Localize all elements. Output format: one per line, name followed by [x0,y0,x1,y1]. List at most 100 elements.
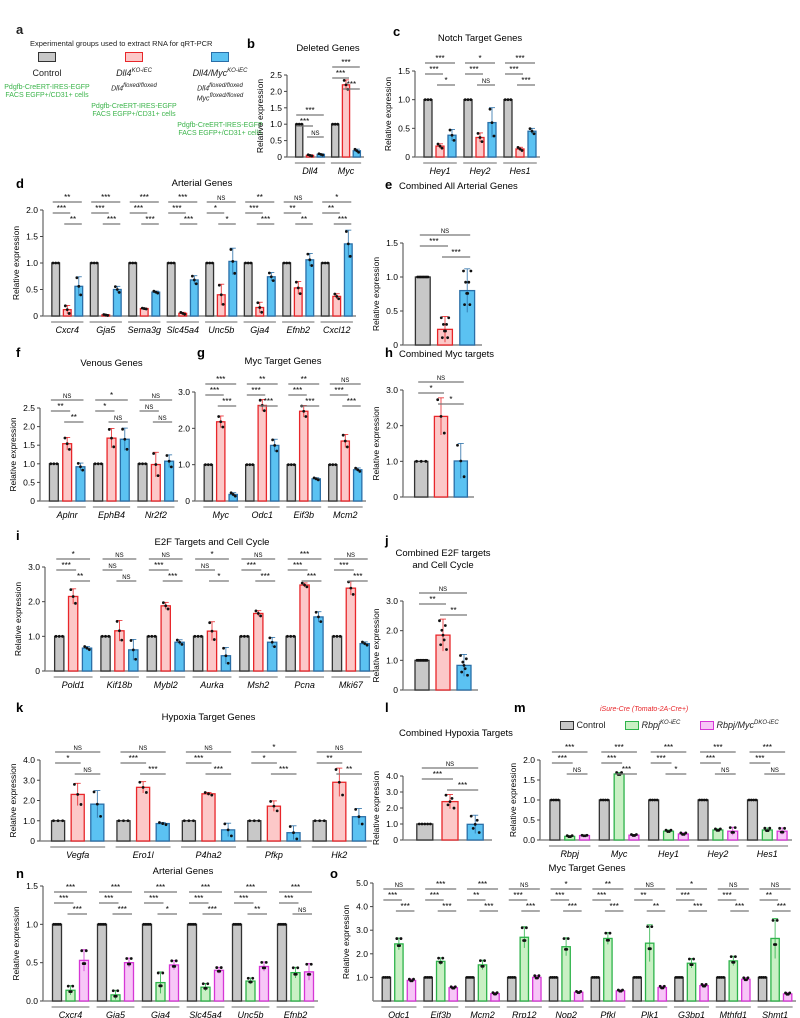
bar [93,463,104,502]
category-label: Cxcl12 [323,325,351,335]
data-point [206,982,210,986]
significance-label: *** [435,54,444,63]
data-point [533,974,537,978]
significance-label: NS [294,196,302,202]
data-point [84,949,88,953]
data-point [182,819,186,823]
bar [757,976,768,1002]
bar [341,84,351,158]
data-point [446,336,450,340]
data-point [273,645,276,648]
data-point [532,132,536,136]
significance-label: *** [388,891,397,900]
group-title: Dll4/MycKO-iEC [170,66,270,79]
bar [151,291,161,317]
data-point [270,640,274,644]
y-axis-label: Relative expression [371,608,381,682]
category-label: Myc [611,849,628,859]
data-point [495,991,499,995]
data-point [704,982,708,986]
data-point [269,275,273,279]
data-point [57,634,61,638]
data-point [289,634,293,638]
significance-label: *** [347,397,356,406]
significance-label: *** [156,883,165,892]
panel-letter: j [384,533,389,548]
category-label: Rrp12 [512,1010,537,1018]
bar [298,410,309,502]
bar [257,404,268,502]
data-point [204,986,208,990]
data-point [294,972,298,976]
data-point [189,922,193,926]
significance-label: NS [115,553,123,559]
significance-label: * [272,743,275,752]
significance-label: *** [713,743,722,752]
data-point [333,122,337,126]
bar-group-Hey2: **** NS Hey2 [463,54,497,176]
data-point [601,798,605,802]
y-tick-label: 1.0 [386,819,398,829]
data-point [439,643,443,647]
data-point [469,269,473,273]
data-point [161,971,165,975]
data-point [469,98,473,102]
category-label: Rbpj [560,849,580,859]
data-point [632,976,636,979]
data-point [599,798,603,802]
category-label: Slc45a4 [189,1010,222,1018]
data-point [232,922,236,926]
data-point [676,976,680,979]
data-point [79,465,82,469]
significance-label: *** [341,58,350,67]
chart-title: Combined All Arterial Genes [399,181,518,192]
category-label: Aplnr [56,510,79,520]
data-point [269,800,273,803]
data-point [471,976,475,979]
significance-label: NS [74,746,82,752]
data-point [306,252,310,256]
data-point [199,634,203,638]
data-point [144,462,148,466]
significance-label: NS [83,768,91,774]
bar-group-Hey2: *** *** NS Hey2 [697,743,739,859]
data-point [222,646,225,650]
data-point [275,449,279,453]
category-label: Cxcr4 [55,325,79,335]
data-point [73,783,76,786]
significance-label: *** [194,754,203,763]
data-point [156,971,160,975]
bar [712,829,724,841]
category-label: Unc5b [208,325,234,335]
y-tick-label: 1.5 [386,238,398,248]
y-tick-label: 3.0 [356,925,368,935]
data-point [219,966,223,969]
data-point [468,303,472,306]
data-point [224,654,228,658]
significance-label: *** [693,902,702,911]
significance-label: *** [214,765,223,774]
bar-group-Rrp12: NS *** *** Rrp12 [506,883,542,1018]
data-point [92,261,96,265]
bar-group-Odc1: ********Odc1 [244,375,280,520]
chart-o: o Myc Target Genes 1.0 2.0 3.0 4.0 5.0 Relative… [330,863,796,1018]
data-point [170,959,174,963]
bar [186,923,198,1002]
significance-label: *** [104,894,113,903]
data-point [52,922,56,926]
data-point [229,834,233,838]
data-point [321,261,324,265]
significance-label: *** [353,572,362,581]
y-tick-label: 0 [185,496,190,506]
data-point [254,609,258,613]
chart-b: b Deleted Genes 0 0.5 1.0 1.5 2.0 2.5 Relative e… [247,36,364,176]
data-point [516,146,520,149]
data-point [267,271,271,275]
data-point [69,990,73,994]
data-point [66,984,70,988]
data-point [100,634,104,638]
data-point [295,837,299,841]
bar [340,440,351,502]
data-point [345,445,349,449]
